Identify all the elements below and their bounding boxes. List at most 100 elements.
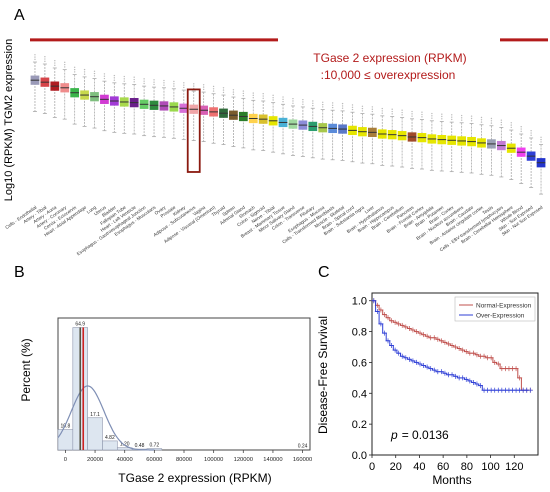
- box-outlier: [54, 64, 56, 67]
- box-outlier: [123, 80, 125, 82]
- x-tick-label: 60000: [146, 457, 162, 463]
- panel-c-label: C: [318, 264, 330, 281]
- box-outlier: [44, 60, 46, 63]
- box-outlier: [490, 117, 493, 120]
- box-outlier: [212, 85, 215, 88]
- box-outlier: [480, 116, 483, 119]
- box-outlier: [540, 136, 542, 139]
- bar-data-label: 10.8: [61, 424, 71, 430]
- box-outlier: [222, 89, 225, 91]
- box-outlier: [183, 86, 185, 89]
- box-outlier: [302, 103, 304, 105]
- box-outlier: [520, 126, 522, 128]
- box-outlier: [103, 73, 106, 75]
- box-outlier: [411, 115, 413, 117]
- box-outlier: [490, 120, 493, 122]
- box-outlier: [480, 121, 483, 123]
- box-outlier: [64, 61, 66, 64]
- box-outlier: [143, 80, 145, 82]
- box-outlier: [322, 106, 324, 108]
- box-outlier: [470, 120, 473, 122]
- box-outlier: [302, 101, 304, 103]
- box-outlier: [133, 81, 135, 83]
- box-outlier: [64, 66, 66, 68]
- box-outlier: [490, 122, 493, 124]
- box-outlier: [232, 93, 235, 96]
- box-outlier: [331, 106, 334, 109]
- box-outlier: [83, 68, 86, 71]
- legend-box: [454, 296, 536, 322]
- panel-a-boxes: [30, 54, 546, 195]
- x-tick-label: 80000: [176, 457, 192, 463]
- box-outlier: [133, 78, 135, 81]
- x-tick-label: 40000: [117, 457, 133, 463]
- box-outlier: [361, 110, 364, 112]
- box-outlier: [232, 91, 235, 93]
- box-outlier: [351, 108, 354, 111]
- panel-a-annotation-title: TGase 2 expression (RPKM): [313, 51, 466, 65]
- panel-a: A Log10 (RPKM) TGM2 expression TGase 2 e…: [3, 7, 548, 256]
- panel-c-pvalue: p = 0.0136: [390, 428, 449, 442]
- box-outlier: [480, 119, 483, 121]
- panel-a-highlight-box: [186, 88, 201, 173]
- y-tick-label: 0.6: [352, 357, 367, 369]
- box-outlier: [510, 126, 512, 129]
- box-outlier: [113, 77, 116, 79]
- bar-data-label: 0.72: [149, 443, 159, 449]
- legend-label: Normal-Expression: [476, 303, 532, 310]
- panel-c-plot: 0.0 0.2 0.4 0.6 0.8 1.0 0 20 40 60 80 100 120 Normal-…: [352, 292, 539, 473]
- survival-line-over: [372, 300, 529, 391]
- box-outlier: [83, 73, 86, 75]
- box-outlier: [371, 110, 374, 113]
- x-tick-label: 80: [461, 461, 473, 473]
- survival-line-normal: [372, 300, 529, 391]
- box-outlier: [540, 141, 542, 143]
- box-outlier: [322, 101, 324, 104]
- histogram-bar: [87, 417, 103, 451]
- y-tick-label: 1.0: [352, 296, 367, 308]
- box-outlier: [272, 96, 274, 99]
- box-outlier: [193, 85, 195, 87]
- box-outlier: [44, 56, 46, 58]
- normal-curve: [57, 385, 155, 451]
- box-outlier: [351, 104, 354, 106]
- box-outlier: [232, 89, 235, 91]
- box-outlier: [381, 107, 383, 110]
- box-outlier: [431, 117, 433, 119]
- box-outlier: [451, 116, 453, 118]
- bar-data-label: 0.48: [135, 443, 145, 449]
- box-outlier: [163, 84, 165, 86]
- box-outlier: [44, 58, 46, 60]
- box-outlier: [520, 128, 522, 130]
- box-outlier: [282, 98, 284, 101]
- box-outlier: [431, 112, 433, 115]
- box-outlier: [113, 79, 116, 81]
- box-outlier: [153, 83, 155, 86]
- legend: Normal-Expression Over-Expression: [454, 296, 536, 322]
- box-outlier: [312, 102, 314, 105]
- box-outlier: [312, 104, 314, 107]
- box-outlier: [242, 90, 245, 92]
- box-outlier: [252, 92, 254, 94]
- box-outlier: [73, 68, 76, 71]
- box-outlier: [73, 66, 76, 69]
- box-outlier: [173, 83, 175, 85]
- box-outlier: [470, 117, 473, 120]
- box-outlier: [113, 74, 116, 77]
- box-outlier: [391, 113, 393, 115]
- box-outlier: [212, 88, 215, 90]
- box-outlier: [401, 109, 403, 111]
- panel-b-xlabel: TGase 2 expression (RPKM): [118, 471, 271, 485]
- box-outlier: [460, 114, 463, 117]
- x-tick-label: 0: [64, 457, 67, 463]
- box-outlier: [292, 102, 294, 105]
- box-outlier: [451, 118, 453, 121]
- box-outlier: [163, 82, 165, 84]
- panel-a-label: A: [14, 7, 25, 24]
- panel-c-p-value: = 0.0136: [402, 428, 449, 442]
- x-tick-label: 160000: [293, 457, 312, 463]
- panel-b-ylabel: Percent (%): [19, 338, 33, 401]
- box-outlier: [143, 78, 145, 80]
- box-outlier: [361, 105, 364, 107]
- box-outlier: [202, 86, 205, 88]
